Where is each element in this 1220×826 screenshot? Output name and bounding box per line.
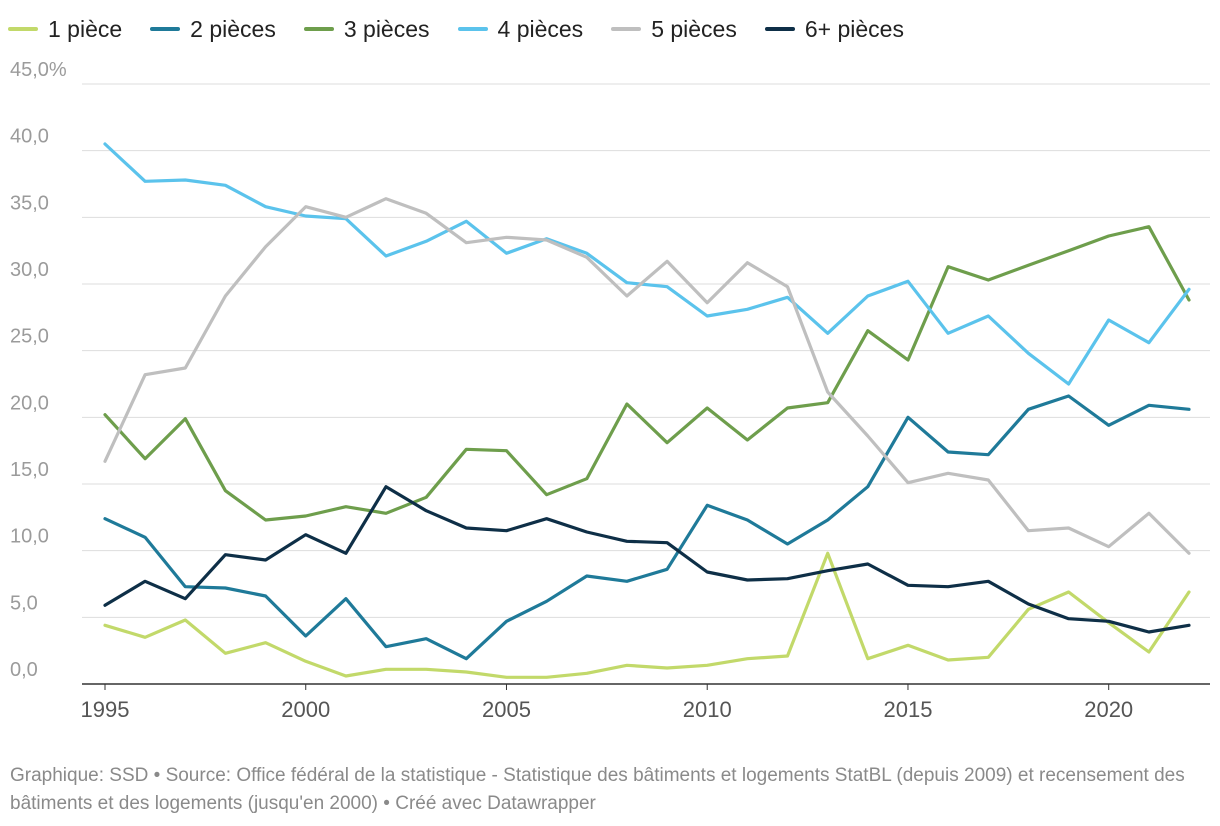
legend-swatch-4-pieces [457,27,488,31]
gridlines [82,83,1210,685]
legend-item-4-pieces: 4 pièces [457,15,584,43]
legend-label-1-piece: 1 pièce [48,15,123,42]
series-line-5-pi-ces [103,197,1191,555]
axes: 45,0% 40,0 35,0 30,0 25,0 20,0 15,0 10,0 5,0 0,0 1… [10,60,1133,722]
source-credit: Graphique: SSD • Source: Office fédéral … [10,765,1185,814]
legend-label-4-pieces: 4 pièces [497,15,584,42]
legend-swatch-3-pieces [303,27,334,31]
y-tick-label: 10,0 [10,526,49,548]
legend-item-3-pieces: 3 pièces [303,15,430,43]
x-tick-label: 2015 [883,697,932,722]
legend-item-2-pieces: 2 pièces [150,16,276,43]
series-line-1-pi-ce [103,551,1191,679]
y-tick-label: 45,0% [10,60,67,81]
y-tick-label: 40,0 [10,126,49,148]
legend-item-6plus-pieces: 6+ pièces [764,15,904,43]
legend-label-5-pieces: 5 pièces [651,15,737,42]
y-tick-label: 20,0 [10,392,49,414]
x-tick-label: 1995 [81,697,130,722]
y-tick-label: 30,0 [10,259,49,281]
series-line-3-pi-ces [103,225,1191,522]
x-tick-label: 2005 [482,697,531,722]
series-line-2-pi-ces [103,394,1191,661]
legend-item-1-piece: 1 pièce [8,16,122,43]
legend-item-5-pieces: 5 pièces [611,16,737,43]
legend-swatch-1-piece [8,27,38,31]
legend-label-3-pieces: 3 pièces [343,15,430,42]
line-chart: 45,0% 40,0 35,0 30,0 25,0 20,0 15,0 10,0 5,0 0,0 1… [10,60,1210,722]
legend: 1 pièce 2 pièces 3 pièces 4 pièces 5 piè… [8,14,932,44]
legend-swatch-5-pieces [611,27,642,31]
x-tick-label: 2000 [281,697,330,722]
y-tick-label: 0,0 [10,659,38,681]
series-line-4-pi-ces [103,142,1191,386]
legend-label-2-pieces: 2 pièces [190,15,276,42]
legend-swatch-6plus-pieces [764,27,795,31]
series-line-6plus-pi-ces [103,485,1191,634]
y-tick-label: 25,0 [10,326,49,348]
legend-swatch-2-pieces [150,27,181,31]
series-lines [103,142,1191,679]
x-tick-label: 2020 [1084,697,1133,722]
legend-label-6plus-pieces: 6+ pièces [804,15,904,42]
x-tick-label: 2010 [683,697,732,722]
y-tick-label: 5,0 [10,592,38,614]
y-tick-label: 15,0 [10,459,49,481]
y-tick-label: 35,0 [10,192,49,214]
